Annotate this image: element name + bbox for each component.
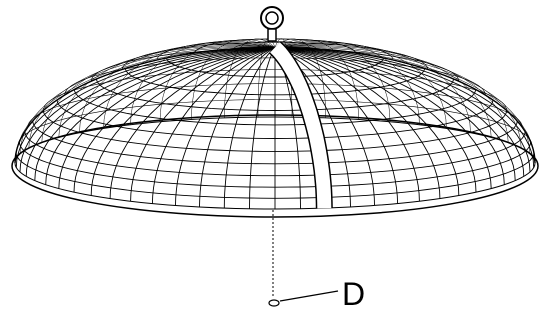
callout-label: D xyxy=(342,276,365,311)
assembly-drawing: D xyxy=(0,0,543,311)
nut xyxy=(269,300,279,306)
eye-bolt-shank xyxy=(268,29,276,41)
leader-line xyxy=(280,291,338,301)
eye-bolt-hole xyxy=(266,12,278,24)
dome xyxy=(12,39,538,217)
